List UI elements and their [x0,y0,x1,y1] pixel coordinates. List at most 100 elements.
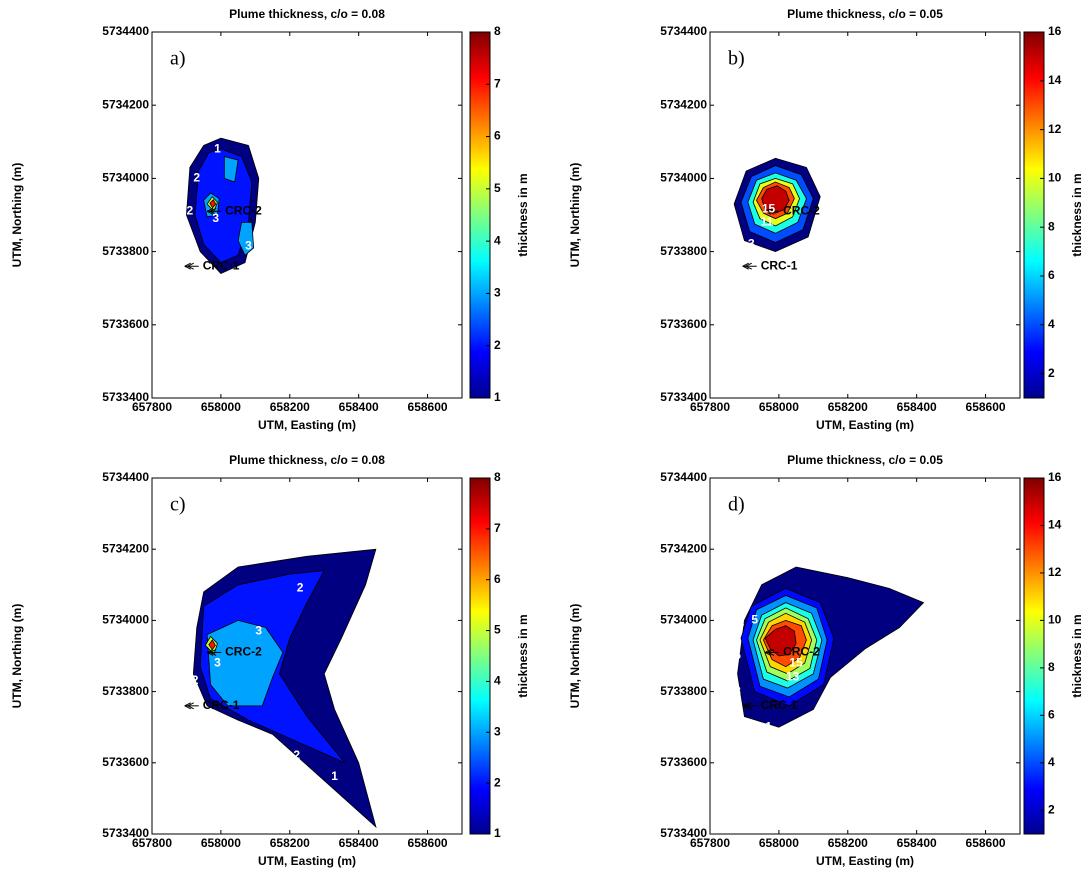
x-tick-label: 657800 [132,400,172,414]
well-label: CRC-2 [783,645,820,659]
colorbar-label: thickness in m [1070,614,1084,697]
x-tick-label: 658400 [897,400,937,414]
x-axis-label: UTM, Easting (m) [816,418,914,432]
axes-frame [709,477,1021,835]
x-tick-label: 658600 [966,400,1006,414]
contour-region [237,221,255,256]
colorbar-tick-label: 3 [494,724,501,738]
colorbar-tick-label: 1 [494,390,501,404]
well-marker [764,207,775,215]
x-axis-label: UTM, Easting (m) [258,418,356,432]
colorbar-tick-label: 4 [1048,755,1055,769]
contour-region [223,155,239,183]
y-tick-label: 5734000 [660,171,707,185]
contour-label: 2 [187,204,194,218]
x-tick-label: 658400 [897,836,937,850]
colorbar-tick-label: 7 [494,521,501,535]
y-tick-label: 5733600 [102,317,149,331]
colorbar-tick-label: 10 [1048,613,1062,627]
x-tick-label: 657800 [132,836,172,850]
contour-label: 2 [193,171,200,185]
contour-label: 5 [734,648,741,662]
contour-label: 2 [297,581,304,595]
y-axis-label: UTM, Northing (m) [568,163,582,268]
contour-label: 3 [245,238,252,252]
y-tick-label: 5734200 [102,541,149,555]
y-tick-label: 5733800 [102,684,149,698]
panel-label: a) [170,48,186,70]
y-tick-label: 5734000 [660,613,707,627]
colorbar [469,477,491,835]
x-tick-label: 658000 [201,836,241,850]
well-marker [184,702,194,710]
colorbar-tick-label: 6 [1048,708,1055,722]
colorbar-tick-label: 2 [1048,366,1055,380]
y-tick-label: 5734200 [102,97,149,111]
y-tick-label: 5733400 [660,826,707,840]
x-axis-label: UTM, Easting (m) [816,854,914,868]
x-axis-label: UTM, Easting (m) [258,854,356,868]
axes-frame [709,31,1021,399]
contour-region [194,148,253,264]
well-label: CRC-1 [203,258,240,272]
y-tick-label: 5733400 [102,390,149,404]
contour-label: 3 [212,211,219,225]
contour-label: 3 [748,236,755,250]
contour-label: 1 [331,769,338,783]
y-tick-label: 5734400 [660,24,707,38]
colorbar-tick-label: 12 [1048,122,1062,136]
colorbar-label: thickness in m [516,614,530,697]
y-tick-label: 5734200 [660,541,707,555]
y-tick-label: 5733600 [660,755,707,769]
well-marker [184,262,194,270]
y-tick-label: 5734000 [102,171,149,185]
chart-title: Plume thickness, c/o = 0.08 [229,453,385,467]
colorbar-tick-label: 8 [1048,660,1055,674]
colorbar-tick-label: 12 [1048,565,1062,579]
contour-label: 3 [738,616,745,630]
x-tick-label: 658200 [270,400,310,414]
y-axis-label: UTM, Northing (m) [10,604,24,709]
contour-label: 1 [765,719,772,733]
y-tick-label: 5734000 [102,613,149,627]
colorbar-tick-label: 8 [494,24,501,38]
y-axis-label: UTM, Northing (m) [568,604,582,709]
y-tick-label: 5733600 [102,755,149,769]
well-marker [742,702,752,710]
colorbar-label: thickness in m [1070,173,1084,256]
x-tick-label: 658000 [759,400,799,414]
colorbar-tick-label: 6 [494,572,501,586]
colorbar-tick-label: 16 [1048,24,1062,38]
contour-label: 3 [214,655,221,669]
colorbar-tick-label: 2 [1048,802,1055,816]
y-tick-label: 5734200 [660,97,707,111]
colorbar-tick-label: 5 [494,181,501,195]
well-label: CRC-1 [203,698,240,712]
colorbar-label: thickness in m [516,173,530,256]
panel-label: c) [170,494,186,516]
x-tick-label: 658000 [201,400,241,414]
well-label: CRC-1 [761,258,798,272]
y-tick-label: 5734400 [102,24,149,38]
contour-label: 15 [789,655,803,669]
contour-label: 5 [751,613,758,627]
contour-region [764,625,797,657]
well-marker [764,648,775,656]
colorbar-tick-label: 7 [494,76,501,90]
colorbar-tick-label: 8 [1048,219,1055,233]
colorbar-tick-label: 14 [1048,518,1062,532]
contour-label: 15 [762,202,776,216]
contour-label: 2 [293,748,300,762]
chart-title: Plume thickness, c/o = 0.05 [787,453,943,467]
contour-region [206,619,284,707]
colorbar-tick-label: 8 [494,470,501,484]
colorbar-tick-label: 2 [494,775,501,789]
y-tick-label: 5733800 [660,684,707,698]
colorbar [1023,31,1045,399]
contour-label: 3 [255,623,262,637]
contour-label: 1 [920,581,927,595]
contour-region [208,639,216,651]
x-tick-label: 657800 [690,836,730,850]
panel-label: b) [728,48,745,70]
colorbar-tick-label: 4 [1048,317,1055,331]
